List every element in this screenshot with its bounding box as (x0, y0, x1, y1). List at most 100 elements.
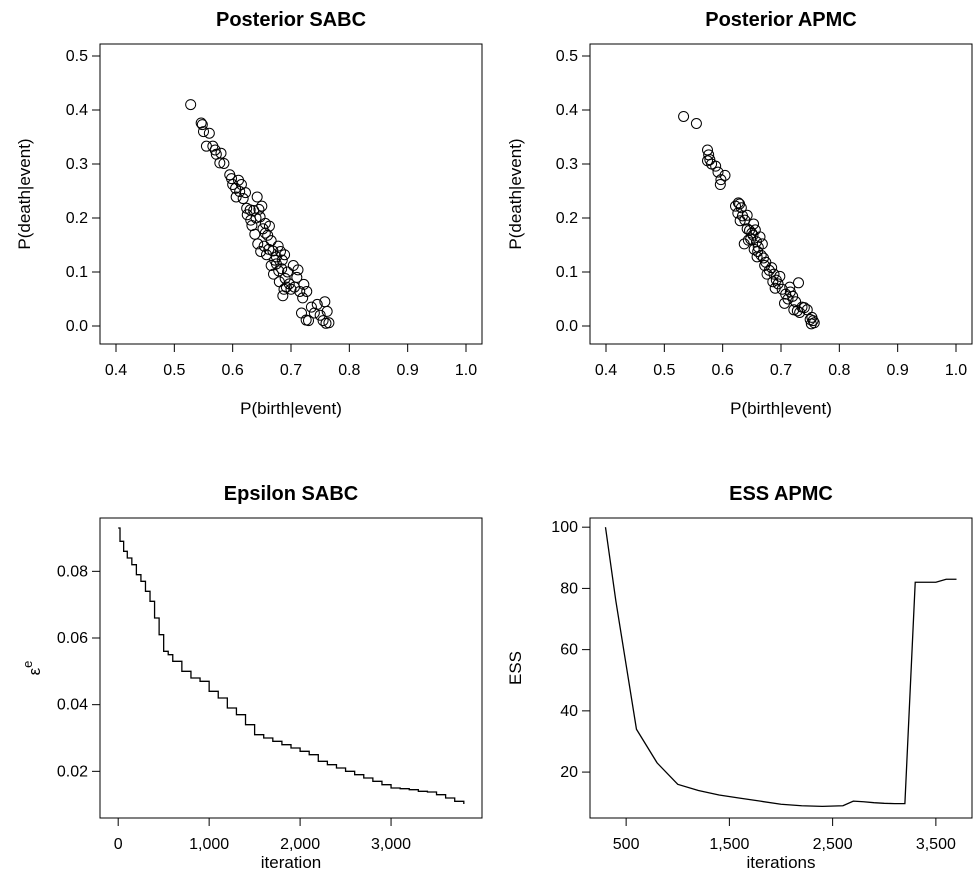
plot-frame (99, 517, 483, 819)
scatter-point (218, 157, 230, 169)
x-tick-label: 0.7 (280, 362, 302, 379)
x-axis: 0.4 0.5 0.6 0.7 0.8 0.9 1.0 (105, 344, 477, 379)
x-tick-label: 0.4 (105, 362, 127, 379)
scatter-point (719, 169, 731, 181)
scatter-point (203, 127, 215, 139)
y-tick-label: 80 (560, 580, 578, 597)
chart-title: ESS APMC (729, 483, 833, 505)
scatter-point (195, 117, 207, 129)
scatter-point (245, 214, 257, 226)
scatter-point (321, 305, 333, 317)
y-axis: 0.02 0.04 0.06 0.08 (57, 563, 100, 780)
scatter-point (298, 278, 310, 290)
plot-frame (99, 43, 483, 345)
scatter-point (301, 285, 313, 297)
scatter-point (702, 155, 713, 167)
scatter-point (305, 301, 317, 313)
scatter-point (235, 179, 247, 191)
data-points (185, 99, 335, 329)
x-tick-label: 1.0 (945, 362, 967, 379)
x-tick-label: 0.5 (653, 362, 675, 379)
scatter-point (767, 276, 779, 288)
scatter-point (230, 191, 242, 203)
scatter-point (272, 240, 284, 252)
scatter-point (798, 302, 810, 314)
scatter-point (265, 235, 277, 247)
plot-frame (589, 517, 973, 819)
y-axis: 0.0 0.1 0.2 0.3 0.4 0.5 (556, 48, 590, 335)
scatter-point (230, 182, 242, 194)
scatter-point (754, 231, 766, 243)
x-tick-label: 3,500 (916, 836, 956, 853)
y-tick-label: 0.5 (556, 48, 578, 65)
scatter-point (291, 271, 303, 283)
y-tick-label: 40 (560, 703, 578, 720)
y-axis: 20 40 60 80 100 (551, 519, 590, 781)
x-tick-label: 0.4 (595, 362, 617, 379)
y-tick-label: 0.0 (66, 318, 88, 335)
x-tick-label: 0.8 (338, 362, 360, 379)
y-tick-label: 0.08 (57, 563, 88, 580)
scatter-point (714, 179, 726, 191)
scatter-point (273, 276, 285, 288)
y-tick-label: 0.1 (66, 264, 88, 281)
x-axis-label: iteration (261, 853, 321, 872)
scatter-point (256, 200, 268, 212)
x-axis-label: P(birth|event) (730, 399, 832, 418)
x-tick-label: 0.8 (828, 362, 850, 379)
panel-posterior-apmc: Posterior APMC 0.4 0.5 0.6 0.7 0.8 0.9 1.0 0.0… (506, 9, 973, 418)
scatter-point (712, 166, 724, 178)
x-tick-label: 1,000 (189, 836, 229, 853)
scatter-point (198, 126, 209, 138)
scatter-point (317, 315, 329, 327)
data-points (678, 110, 820, 330)
x-tick-label: 0.7 (770, 362, 792, 379)
scatter-point (805, 318, 817, 330)
scatter-point (752, 245, 764, 257)
y-tick-label: 0.3 (66, 156, 88, 173)
scatter-point (251, 191, 263, 203)
scatter-point (774, 270, 786, 282)
panel-posterior-sabc: Posterior SABC 0.4 0.5 0.6 0.7 0.8 0.9 1.0 0.0… (15, 9, 483, 418)
scatter-point (314, 309, 326, 321)
y-tick-label: 0.06 (57, 630, 88, 647)
scatter-point (241, 209, 253, 221)
scatter-point (214, 157, 226, 169)
data-line (118, 527, 465, 804)
scatter-point (185, 99, 197, 111)
y-axis-label-superscript: e (20, 661, 35, 668)
scatter-point (678, 110, 690, 122)
series-line (118, 527, 465, 804)
scatter-point (265, 260, 277, 272)
scatter-point (263, 220, 275, 232)
scatter-point (761, 268, 773, 280)
x-axis: 500 1,500 2,500 3,500 (613, 818, 956, 853)
x-tick-label: 0.5 (163, 362, 185, 379)
scatter-point (738, 238, 750, 250)
scatter-point (255, 245, 267, 257)
scatter-point (273, 265, 285, 277)
scatter-point (196, 119, 208, 131)
y-tick-label: 20 (560, 764, 578, 781)
x-tick-label: 3,000 (371, 836, 411, 853)
x-tick-label: 0.6 (712, 362, 734, 379)
scatter-point (275, 245, 286, 257)
scatter-point (297, 292, 309, 304)
scatter-point (311, 298, 323, 310)
scatter-point (209, 144, 221, 156)
y-axis: 0.0 0.1 0.2 0.3 0.4 0.5 (66, 48, 100, 335)
scatter-point (768, 268, 780, 280)
x-axis: 0 1,000 2,000 3,000 (114, 818, 411, 853)
scatter-point (287, 260, 299, 272)
scatter-point (766, 262, 778, 274)
scatter-point (276, 254, 288, 266)
scatter-point (234, 186, 246, 198)
y-tick-label: 60 (560, 642, 578, 659)
scatter-point (270, 258, 282, 270)
x-axis-label: P(birth|event) (240, 399, 342, 418)
x-tick-label: 0.6 (222, 362, 244, 379)
y-tick-label: 0.2 (66, 210, 88, 227)
y-axis-label: ESS (506, 651, 525, 685)
scatter-point (253, 203, 265, 215)
